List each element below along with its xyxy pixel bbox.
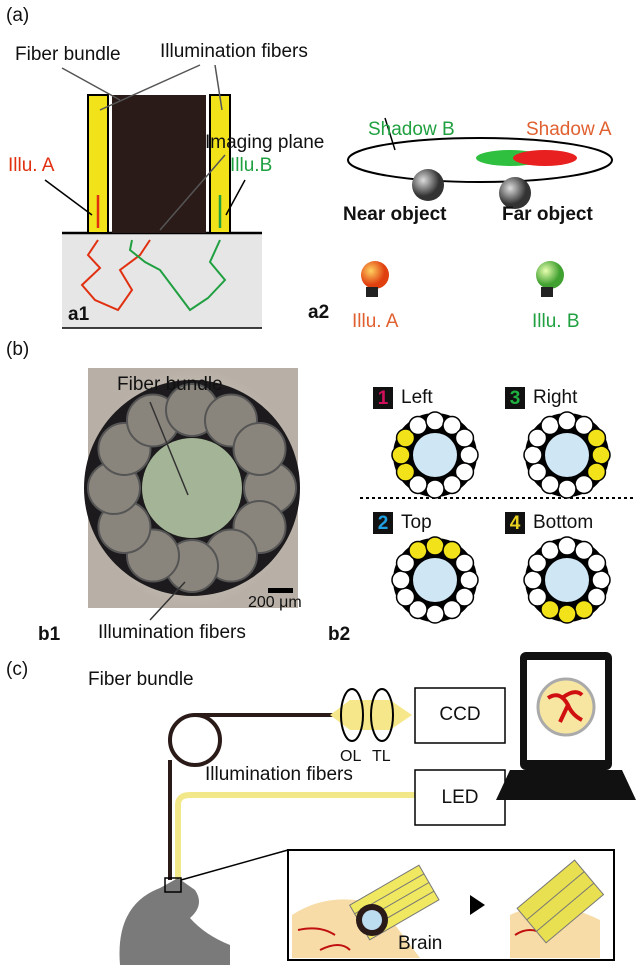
fiber <box>455 429 473 447</box>
bundle <box>545 558 589 602</box>
badge-number: 1 <box>378 388 389 409</box>
fiber <box>575 475 593 493</box>
fiber <box>558 412 576 430</box>
fiber <box>524 571 542 589</box>
c-label: LED <box>442 787 479 808</box>
fiber <box>558 537 576 555</box>
fiber <box>409 417 427 435</box>
c-setup <box>120 652 637 965</box>
panel-label: (b) <box>6 339 29 360</box>
sub-label: a2 <box>308 302 329 323</box>
a1-label: Illumination fibers <box>160 41 308 62</box>
fiber <box>443 475 461 493</box>
fiber <box>575 600 593 618</box>
fiber <box>397 463 415 481</box>
b1-label: Fiber bundle <box>117 374 223 395</box>
fiber <box>524 446 542 464</box>
bundle <box>413 558 457 602</box>
fiber <box>397 588 415 606</box>
bundle <box>413 433 457 477</box>
a2-label: Illu. B <box>532 311 580 332</box>
fiber <box>392 446 410 464</box>
a2-label: Illu. A <box>352 311 399 332</box>
fiber <box>409 542 427 560</box>
c-label: Brain <box>398 933 442 954</box>
sub-label: b1 <box>38 624 61 645</box>
b2-patterns: 1 Left 3 Right 2 Top 4 Bottom <box>373 387 610 623</box>
fiber <box>558 605 576 623</box>
c-label: OL <box>340 748 361 765</box>
c-label: CCD <box>439 704 480 725</box>
c-label: Fiber bundle <box>88 669 194 690</box>
panel-label: (a) <box>6 5 29 26</box>
b1-photo <box>84 368 300 620</box>
bundle <box>545 433 589 477</box>
panel-label: (c) <box>6 659 28 680</box>
fiber <box>558 480 576 498</box>
pattern-name: Bottom <box>533 512 593 533</box>
sub-label: a1 <box>68 304 90 325</box>
b1-label: Illumination fibers <box>98 622 246 643</box>
fiber <box>592 571 610 589</box>
pattern-name: Top <box>401 512 432 533</box>
fiber <box>460 446 478 464</box>
figure: (a) Fiber bundle Illumination fibers Ima… <box>0 0 640 965</box>
a2-label: Near object <box>343 204 447 225</box>
sub-label: b2 <box>328 624 350 645</box>
pattern-name: Right <box>533 387 578 408</box>
badge-number: 4 <box>510 513 521 534</box>
a1-label: Illu. A <box>8 155 55 176</box>
fiber <box>460 571 478 589</box>
a1-diagram <box>45 65 262 328</box>
fiber <box>541 417 559 435</box>
a1-label: Imaging plane <box>205 132 324 153</box>
a1-label: Illu.B <box>230 155 272 176</box>
fiber <box>587 429 605 447</box>
fiber <box>541 542 559 560</box>
fiber <box>529 588 547 606</box>
fiber <box>529 463 547 481</box>
b1-scale: 200 μm <box>248 594 302 611</box>
fiber <box>592 446 610 464</box>
fiber <box>426 480 444 498</box>
badge-number: 2 <box>378 513 389 534</box>
fiber <box>426 412 444 430</box>
fiber <box>587 554 605 572</box>
a2-label: Shadow B <box>368 119 455 140</box>
a2-label: Shadow A <box>526 119 612 140</box>
fiber <box>426 605 444 623</box>
pattern-name: Left <box>401 387 433 408</box>
a1-label: Fiber bundle <box>15 44 121 65</box>
fiber <box>455 554 473 572</box>
badge-number: 3 <box>510 388 521 409</box>
fiber <box>443 600 461 618</box>
c-label: Illumination fibers <box>205 764 353 785</box>
fiber <box>426 537 444 555</box>
c-label: TL <box>372 748 391 765</box>
fiber <box>234 423 286 475</box>
a2-label: Far object <box>502 204 593 225</box>
fiber <box>392 571 410 589</box>
